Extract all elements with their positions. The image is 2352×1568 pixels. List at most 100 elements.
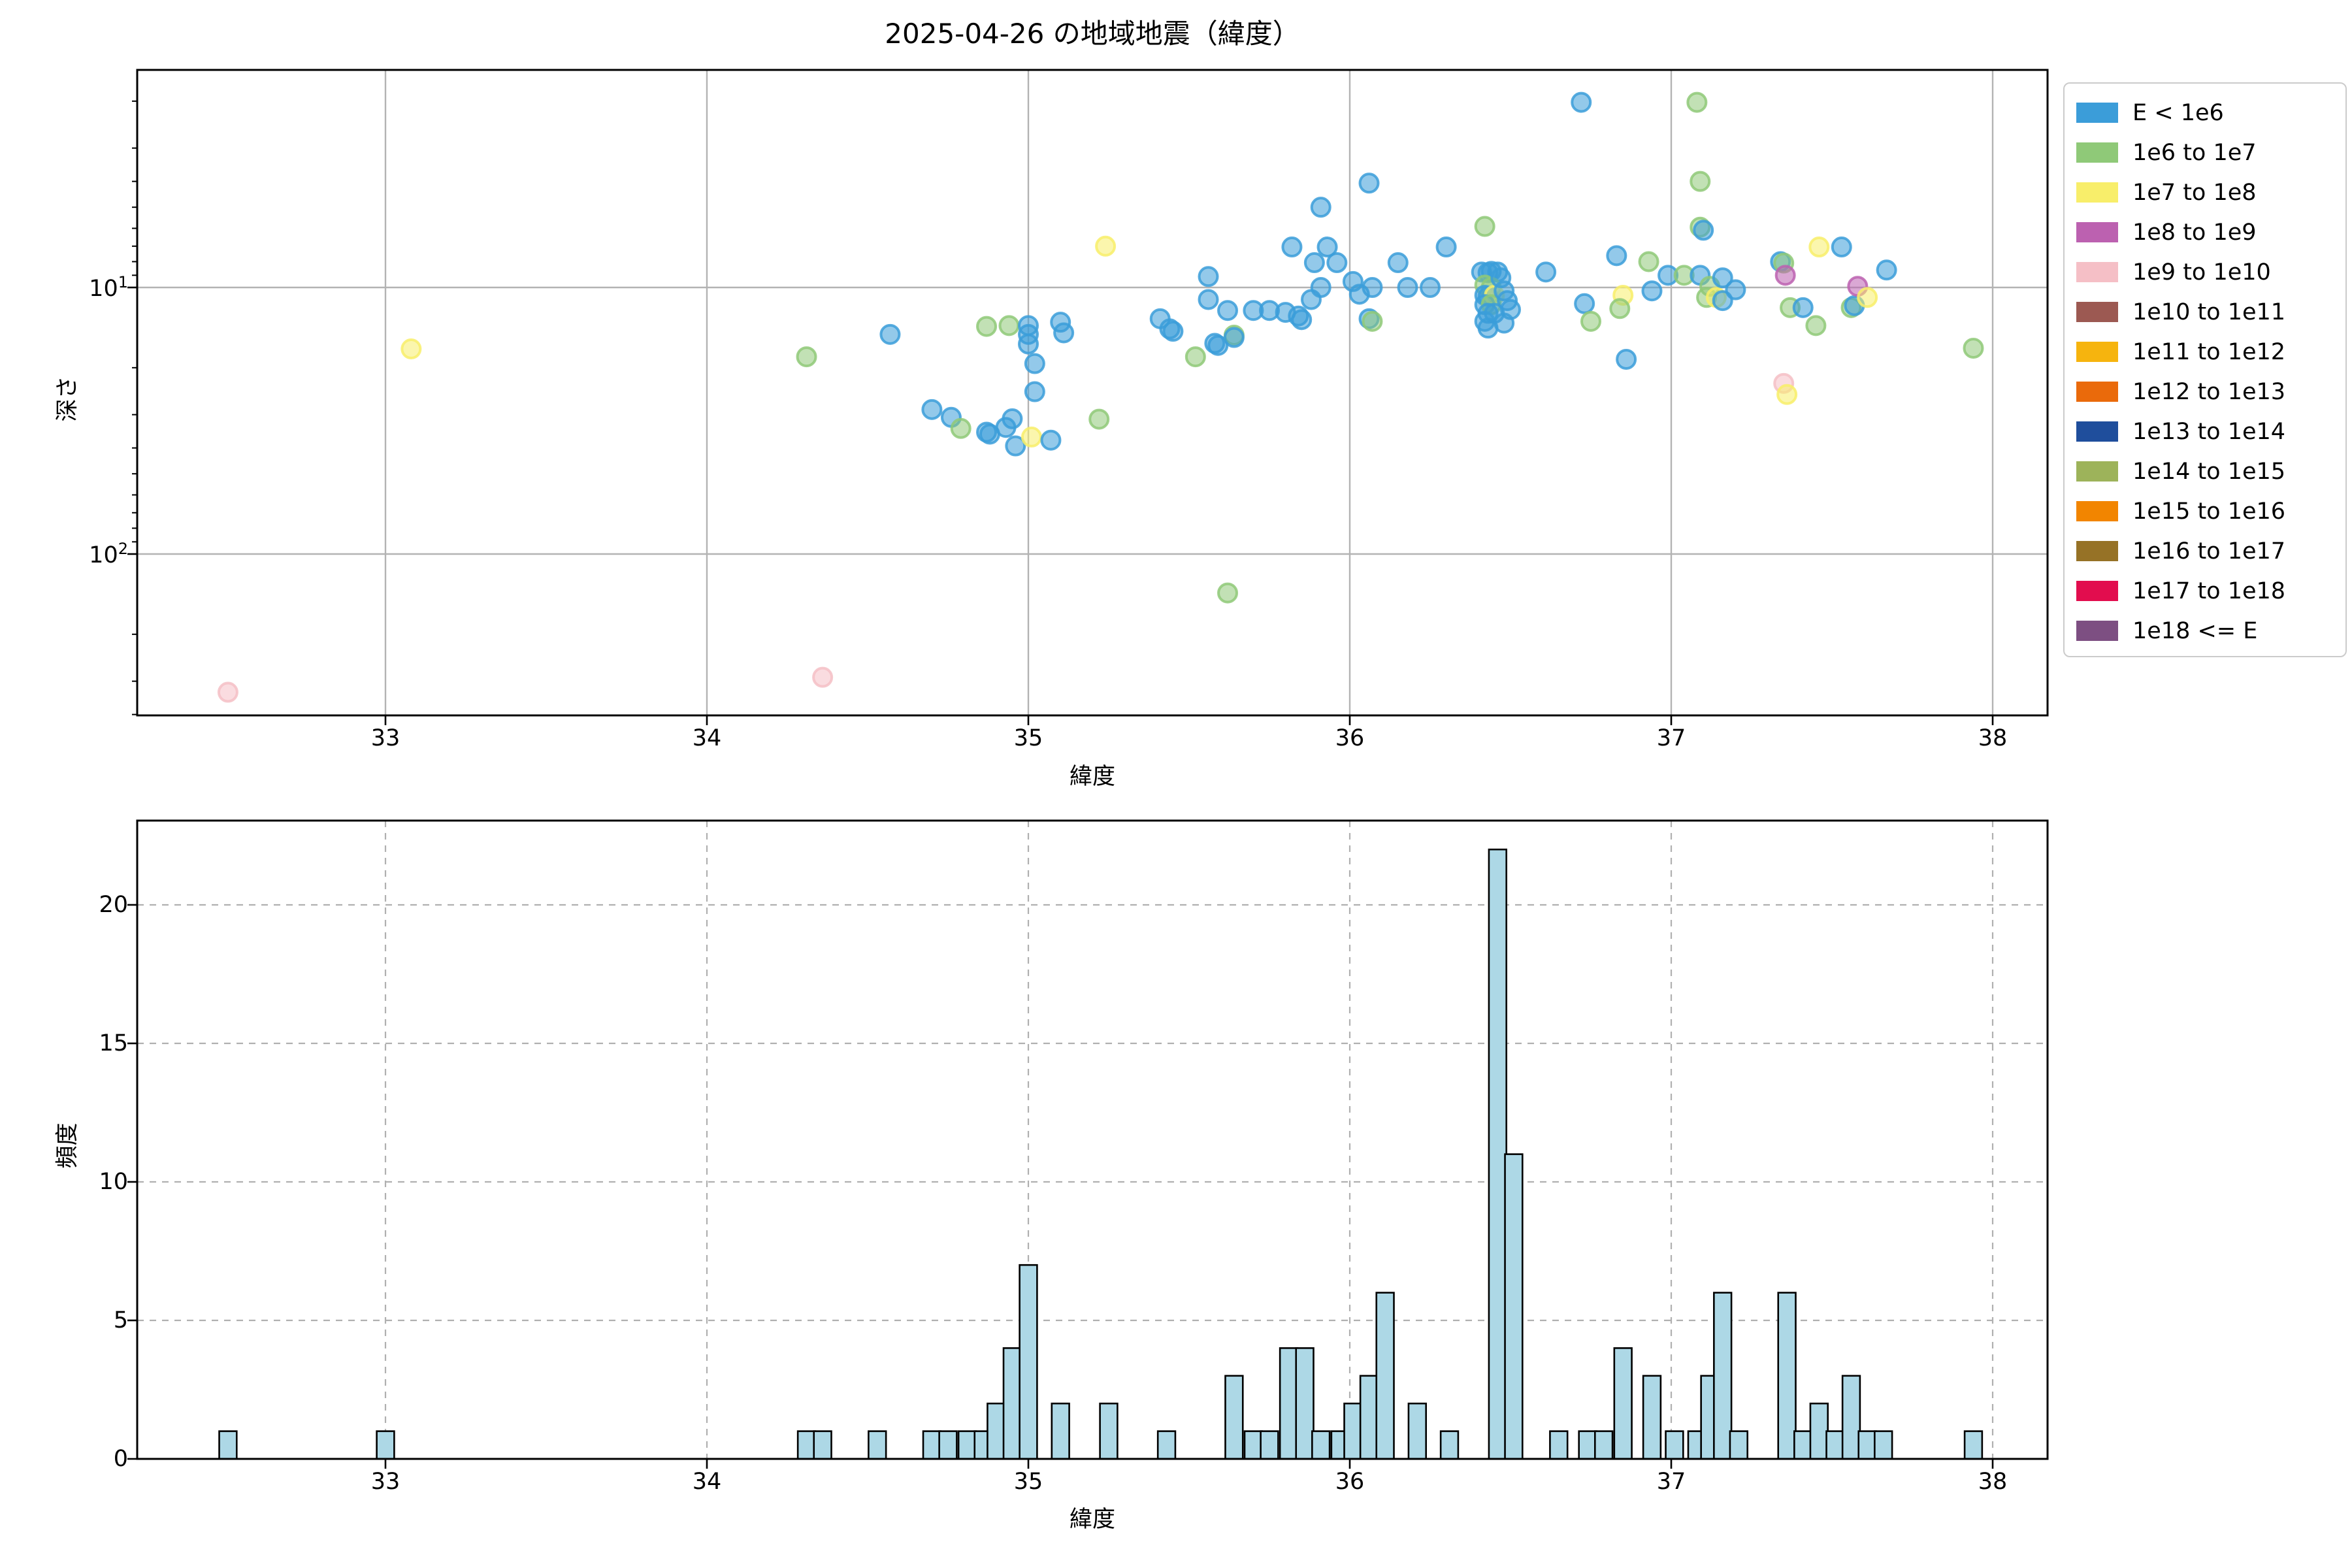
legend-label: 1e7 to 1e8 [2132,179,2257,206]
scatter-point [1281,237,1303,258]
scatter-point [950,417,972,439]
hist-bar [1825,1430,1845,1460]
scatter-point [1641,280,1663,302]
hist-bar [796,1430,817,1460]
scatter-point [1571,91,1592,113]
scatter-point [1580,310,1601,332]
legend-swatch [2076,342,2118,362]
legend-swatch [2076,501,2118,521]
hist-bar [1504,1153,1524,1460]
hist-ytick-label: 10 [99,1169,128,1195]
scatter-point [1693,220,1714,241]
hist-bar [1578,1430,1597,1460]
hist-bar [957,1430,977,1460]
scatter-xaxis-label: 緯度 [1069,764,1115,790]
hist-bar [1593,1430,1614,1460]
legend-swatch [2076,382,2118,402]
scatter-point [1002,408,1023,430]
scatter-ytick-label: 102 [89,540,128,568]
hist-xtick-label: 33 [370,1469,400,1495]
scatter-point [1303,252,1325,274]
hist-bar [938,1430,958,1460]
hist-ytick-label: 5 [113,1307,128,1333]
hist-bar [1051,1402,1070,1460]
legend-item: E < 1e6 [2076,93,2345,133]
scatter-point [1198,266,1219,287]
hist-bar [1874,1430,1893,1460]
hist-bar [1407,1402,1428,1460]
hist-ytick-label: 20 [99,892,128,918]
legend-item: 1e15 to 1e16 [2076,491,2345,531]
hist-bar [1359,1375,1379,1460]
legend-item: 1e18 <= E [2076,611,2345,651]
scatter-point [1494,312,1515,334]
hist-xtick-label: 36 [1335,1469,1365,1495]
legend-swatch [2076,222,2118,242]
hist-bar [1809,1402,1829,1460]
scatter-point [921,399,943,420]
hist-xtick-label: 37 [1656,1469,1686,1495]
scatter-point [1310,197,1331,218]
hist-bar [922,1430,942,1460]
energy-legend: E < 1e6 1e6 to 1e7 1e7 to 1e8 1e8 to 1e9 1e9… [2063,82,2347,657]
scatter-xtick-label: 36 [1335,725,1365,751]
scatter-point [1223,327,1245,348]
legend-label: 1e15 to 1e16 [2132,498,2286,525]
scatter-point [1690,171,1711,192]
figure-title: 2025-04-26 の地域地震（緯度） [885,18,1300,50]
legend-label: 1e13 to 1e14 [2132,418,2286,445]
scatter-point [1162,321,1184,342]
scatter-point [1005,435,1026,457]
legend-label: 1e6 to 1e7 [2132,139,2257,166]
legend-label: 1e11 to 1e12 [2132,338,2286,365]
scatter-point [1397,277,1418,298]
hist-bar [1099,1402,1119,1460]
scatter-point [1207,335,1229,356]
hist-bar [1295,1347,1315,1460]
scatter-xtick-label: 34 [692,725,722,751]
hist-bar [868,1430,887,1460]
scatter-point [1712,267,1733,289]
scatter-point [1606,245,1627,267]
scatter-point [1686,91,1708,113]
scatter-point [1198,289,1219,310]
legend-label: 1e10 to 1e11 [2132,299,2286,325]
scatter-point [998,315,1020,336]
hist-bar [1642,1375,1662,1460]
scatter-point [1217,582,1239,604]
scatter-point [1362,277,1383,298]
legend-label: 1e18 <= E [2132,617,2258,644]
hist-bar [1156,1430,1177,1460]
scatter-point [1805,315,1827,336]
legend-swatch [2076,421,2118,442]
legend-item: 1e13 to 1e14 [2076,412,2345,451]
legend-item: 1e8 to 1e9 [2076,212,2345,252]
legend-item: 1e11 to 1e12 [2076,332,2345,372]
hist-ytick-label: 0 [113,1446,128,1472]
hist-spines [136,819,2049,1460]
hist-xaxis-label: 緯度 [1069,1507,1115,1533]
legend-swatch [2076,182,2118,203]
scatter-point [1310,277,1331,298]
hist-bar [1243,1430,1264,1460]
scatter-xtick-label: 37 [1656,725,1686,751]
scatter-point [812,666,834,688]
hist-bar [1963,1430,1984,1460]
scatter-point [1616,348,1637,370]
scatter-ytick-label: 101 [89,273,128,302]
scatter-point [1358,172,1380,194]
hist-bar [1279,1347,1299,1460]
scatter-point [1435,237,1457,258]
scatter-point [1088,408,1110,430]
scatter-point [1776,384,1798,405]
legend-item: 1e9 to 1e10 [2076,252,2345,292]
hist-xtick-label: 38 [1978,1469,2008,1495]
scatter-point [1535,261,1557,283]
scatter-point [879,323,901,345]
legend-label: 1e16 to 1e17 [2132,538,2286,564]
scatter-point [976,316,998,337]
scatter-xtick-label: 33 [370,725,400,751]
hist-bar [987,1402,1006,1460]
scatter-point [1018,333,1039,355]
hist-bar [1549,1430,1569,1460]
